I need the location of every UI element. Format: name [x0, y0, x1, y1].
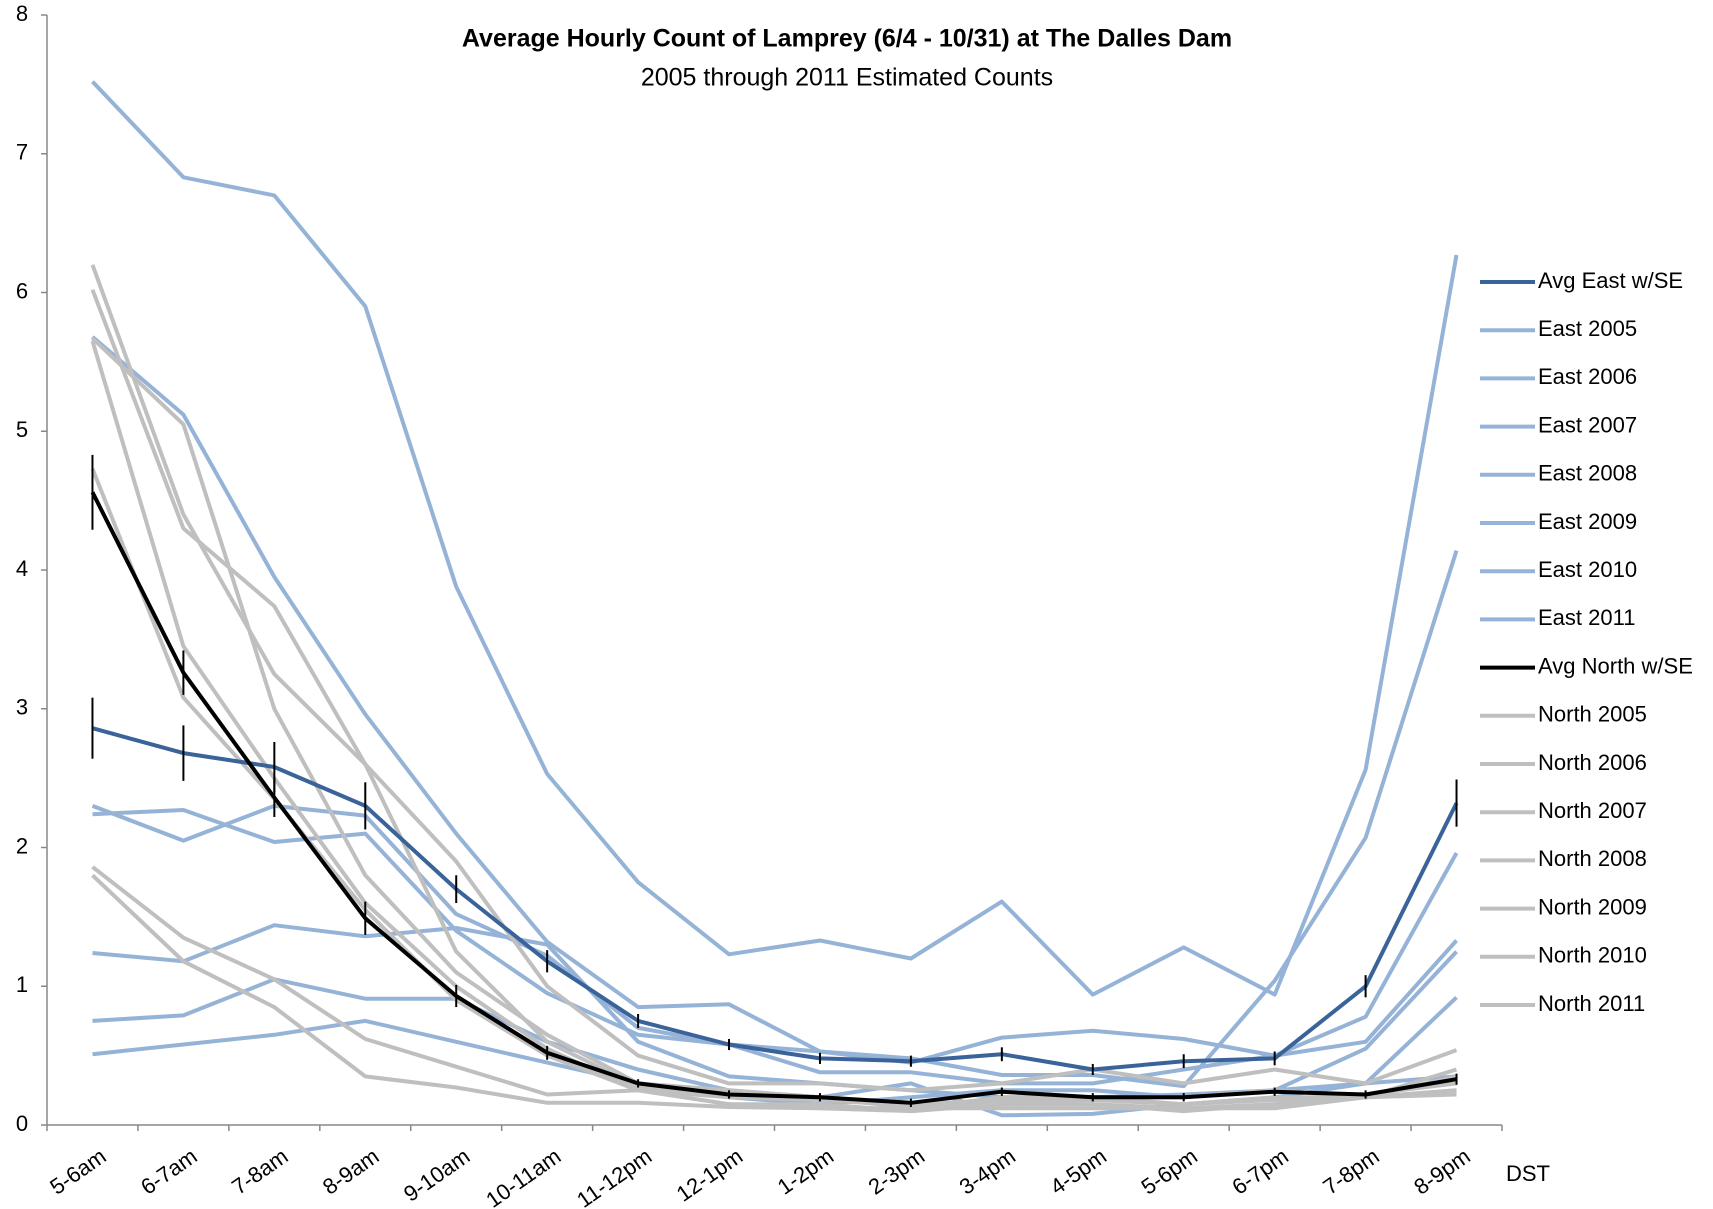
legend-label: Avg North w/SE [1538, 653, 1693, 678]
chart-title: Average Hourly Count of Lamprey (6/4 - 1… [462, 25, 1232, 53]
y-tick-label: 5 [16, 417, 28, 442]
x-tick-label: 2-3pm [864, 1143, 929, 1199]
series-line [91, 335, 1459, 1089]
series-line [90, 467, 1457, 1114]
x-tick-label: 8-9am [318, 1143, 383, 1199]
x-tick-label: 4-5pm [1046, 1143, 1111, 1199]
legend-label: East 2005 [1538, 316, 1637, 341]
legend-label: North 2007 [1538, 798, 1647, 823]
legend-label: East 2009 [1538, 509, 1637, 534]
legend-label: North 2006 [1538, 750, 1647, 775]
legend-label: North 2005 [1538, 702, 1647, 727]
y-tick-label: 7 [16, 140, 28, 165]
x-tick-label: 7-8am [227, 1143, 292, 1199]
series-line [91, 803, 1459, 1065]
y-tick-label: 4 [16, 556, 28, 581]
x-tick-label: 9-10am [399, 1143, 474, 1206]
x-tick-label: 5-6pm [1136, 1143, 1201, 1199]
series-line [91, 873, 1457, 1111]
legend-label: North 2011 [1538, 991, 1645, 1016]
chart-subtitle: 2005 through 2011 Estimated Counts [641, 64, 1053, 92]
x-axis-label: DST [1506, 1161, 1550, 1186]
legend-label: North 2010 [1538, 943, 1647, 968]
x-tick-label: 6-7am [136, 1143, 201, 1199]
series-line [90, 491, 1457, 1105]
legend-label: North 2008 [1538, 846, 1647, 871]
y-tick-label: 0 [16, 1111, 28, 1136]
series-line [90, 264, 1458, 1093]
legend-label: East 2007 [1538, 412, 1637, 437]
x-tick-label: 3-4pm [955, 1143, 1020, 1199]
x-tick-label: 10-11am [481, 1143, 565, 1209]
y-tick-label: 1 [16, 972, 28, 997]
x-tick-label: 6-7pm [1227, 1143, 1292, 1199]
x-tick-label: 7-8pm [1318, 1143, 1383, 1199]
legend-label: East 2010 [1538, 557, 1637, 582]
x-tick-label: 8-9pm [1409, 1143, 1474, 1199]
legend-label: East 2011 [1538, 605, 1635, 630]
y-tick-label: 6 [16, 278, 28, 303]
series-line [91, 726, 1459, 1072]
x-tick-label: 5-6am [45, 1143, 110, 1199]
series-line [91, 865, 1457, 1108]
x-tick-label: 1-2pm [773, 1143, 838, 1199]
x-tick-label: 11-12pm [572, 1143, 656, 1209]
legend-label: East 2008 [1538, 461, 1637, 486]
series-line [91, 80, 1459, 997]
legend-label: Avg East w/SE [1538, 268, 1683, 293]
legend-label: North 2009 [1538, 894, 1647, 919]
y-tick-label: 2 [16, 833, 28, 858]
y-tick-label: 8 [16, 1, 28, 26]
y-tick-label: 3 [16, 695, 28, 720]
x-tick-label: 12-1pm [672, 1143, 747, 1206]
legend-label: East 2006 [1538, 364, 1637, 389]
